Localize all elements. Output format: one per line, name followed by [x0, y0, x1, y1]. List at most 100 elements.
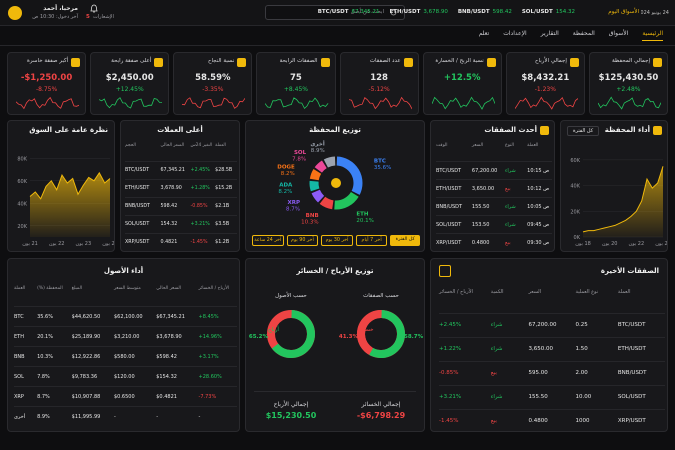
table-header-cell: السعر الحالي [160, 143, 185, 148]
table-cell: أخرى [14, 413, 26, 420]
period-button[interactable]: كل الفترة [390, 235, 420, 246]
search-box[interactable]: ابحث عن أصل [265, 5, 405, 20]
bell-icon [90, 4, 98, 13]
table-cell: ETH [14, 333, 24, 340]
table-cell: SOL/USDT [125, 222, 150, 227]
kpi-card: الصفقات الرابحة 75 +8.45% [256, 52, 336, 115]
table-cell: - [156, 413, 159, 420]
table-cell: XRP/USDT [617, 418, 646, 424]
kpi-card: عدد الصفقات 128 -5.12% [339, 52, 419, 115]
nav-tab[interactable]: تعلم [478, 30, 490, 37]
table-cell: 598.42 [160, 204, 178, 209]
table-cell: $1.2B [215, 240, 230, 245]
chart [182, 97, 246, 109]
kpi-value: 128 [370, 73, 388, 83]
kpi-title: نسبة الربح / الخسارة [435, 58, 484, 64]
table-row: SOL/USDT 154.32 +3.21% $3.5B [125, 215, 237, 233]
refresh-button[interactable] [439, 265, 451, 277]
table-cell: - [113, 413, 116, 420]
total-loss: -$6,798.29 [356, 411, 406, 420]
table-cell: +14.96% [198, 333, 222, 340]
segment-label: 8.2% [281, 171, 295, 177]
table-cell: شراء [505, 222, 516, 228]
table-row: ETH 20.1% $25,189.90 $3,210.00 $3,678.90 +14.… [14, 326, 237, 346]
table-cell: شراء [505, 168, 516, 174]
chart [348, 96, 412, 110]
table-cell: $44,620.50 [71, 313, 101, 320]
table-row: -1.45% بيع 0.4800 1000 XRP/USDT [439, 409, 665, 433]
table-cell: $25,189.90 [71, 333, 101, 340]
donut-segment [334, 191, 359, 210]
x-tick-label: 18 يون [575, 241, 591, 247]
segment-label: 35.6% [374, 165, 391, 171]
table-cell: 155.50 [528, 394, 548, 400]
icon [71, 58, 81, 67]
total-loss-label: إجمالي الخسائر [361, 401, 401, 408]
table-cell: 35.6% [37, 313, 53, 320]
x-tick-label: 23 يون [76, 241, 92, 247]
table-row: BNB 10.3% $12,922.86 $580.00 $598.42 +3.17% [14, 346, 237, 366]
table-cell: XRP/USDT [125, 240, 150, 245]
kpi-value: $2,450.00 [105, 73, 154, 83]
nav-tab[interactable]: الإعدادات [503, 30, 527, 37]
table-cell: BNB/USDT [125, 204, 150, 209]
table-cell: BNB/USDT [436, 204, 463, 210]
table-cell: ETH/USDT [617, 346, 646, 352]
table-cell: -1.45% [190, 240, 208, 245]
table-cell: $11,995.99 [71, 413, 101, 420]
sparkline [514, 96, 578, 110]
nav-tab[interactable]: الأسواق [608, 30, 629, 37]
kpi-change: -1.23% [534, 86, 556, 93]
period-button[interactable]: آخر 90 يوم [286, 235, 319, 246]
icon [540, 126, 549, 135]
table-cell: 1000 [575, 418, 590, 424]
table-row: +2.45% شراء 67,200.00 0.25 BTC/USDT [439, 313, 665, 337]
table-cell: +28.60% [198, 373, 222, 380]
filter-dropdown[interactable]: كل الفترة [567, 126, 600, 136]
market-overview-panel: نظرة عامة على السوق 20K 40K 60K 80K 21 يون 22 … [7, 120, 115, 252]
table-row: +3.21% شراء 155.50 10.00 SOL/USDT [439, 385, 665, 409]
table-row: XRP/USDT 0.4800 بيع 09:30 ص [436, 233, 552, 251]
table-cell: +3.21% [190, 222, 210, 227]
table-cell: 155.50 [471, 204, 490, 210]
kpi-change: +8.45% [283, 86, 308, 93]
table-cell: $12,922.86 [71, 353, 101, 360]
table-cell: ETH/USDT [125, 186, 150, 191]
chart [16, 96, 80, 110]
period-button[interactable]: آخر 7 أيام [355, 235, 388, 246]
chart [597, 96, 661, 110]
donut-title: حسب الصفقات [363, 293, 399, 299]
donut-label-value: 41.3% [339, 334, 359, 340]
table-header-cell: العملة [14, 286, 26, 291]
table-cell: $15.2B [215, 186, 233, 191]
divider [254, 391, 416, 392]
table-cell: 0.4821 [160, 240, 178, 245]
ticker: BNB/USDT 598.42 [458, 9, 512, 15]
portfolio-performance-panel: أداء المحفظة كل الفترة 0K 20K 40K 60K 18 يون 20… [560, 120, 668, 252]
table-cell: 67,200.00 [528, 322, 557, 328]
area [583, 166, 663, 237]
kpi-value: 58.59% [195, 73, 231, 83]
table-cell: BTC/USDT [125, 168, 150, 173]
table-cell: $9,783.36 [71, 373, 98, 380]
search-icon [390, 9, 397, 16]
nav-tab[interactable]: التقارير [540, 30, 559, 37]
table-cell: -0.85% [439, 370, 459, 376]
table-cell: -7.73% [198, 393, 217, 400]
donut-label-value: 65.2% [249, 334, 269, 340]
icon [653, 126, 662, 135]
table-cell: - [198, 413, 201, 420]
table-header: الوقت السعر النوع العملة [436, 143, 552, 148]
panel-title: توزيع الأرباح / الخسائر [296, 267, 374, 275]
table-header-cell: العملة [215, 143, 226, 148]
kpi-card: إجمالي الأرباح $8,432.21 -1.23% [505, 52, 585, 115]
segment-name: أخرى [310, 139, 324, 147]
table-cell: $28.5B [215, 168, 233, 173]
nav-tab[interactable]: الرئيسية [642, 30, 663, 41]
nav-tab[interactable]: المحفظة [572, 30, 595, 37]
period-button[interactable]: آخر 24 ساعة [252, 235, 284, 246]
table-cell: بيع [505, 186, 511, 192]
table-row: ETH/USDT 3,650.00 بيع 10:12 ص [436, 179, 552, 197]
period-button[interactable]: آخر 30 يوم [321, 235, 353, 246]
table-cell: $3.5B [215, 222, 230, 227]
